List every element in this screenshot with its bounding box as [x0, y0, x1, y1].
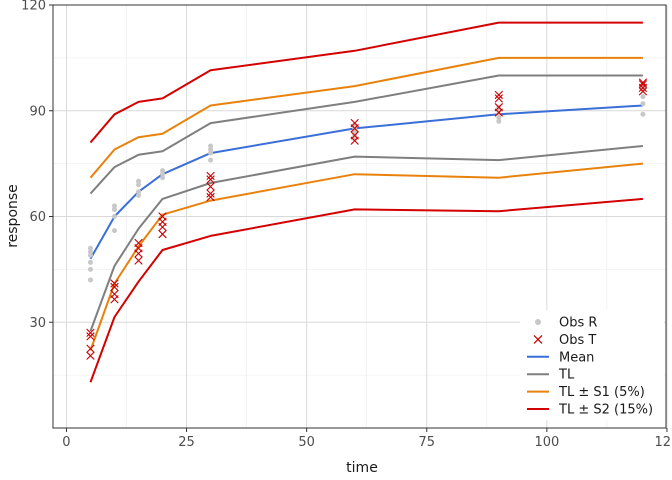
legend-label: Mean	[559, 350, 594, 365]
legend-label: TL	[558, 368, 575, 383]
obs-t-point	[638, 80, 648, 89]
obs-r-point	[640, 101, 646, 107]
obs-t-point	[350, 118, 359, 128]
obs-r-points	[87, 83, 646, 283]
obs-r-point	[496, 118, 502, 124]
obs-t-point	[206, 192, 215, 202]
x-tick-label: 25	[178, 435, 195, 450]
obs-t-point	[350, 131, 359, 140]
y-axis-title: response	[5, 184, 21, 248]
obs-r-point	[160, 175, 166, 181]
obs-t-point	[638, 87, 648, 96]
obs-t-point	[110, 282, 119, 292]
obs-r-point	[352, 129, 358, 135]
series-line-tl-s1-lower	[89, 162, 643, 351]
y-tick-label: 120	[21, 0, 46, 14]
obs-r-point	[87, 252, 93, 258]
obs-r-point	[208, 157, 214, 163]
legend-background	[520, 310, 664, 421]
series-line-tl-upper	[89, 74, 643, 195]
y-axis: 30 60 90 120	[21, 0, 53, 331]
series-line-mean	[89, 104, 643, 260]
legend-item-mean: Mean	[527, 350, 594, 365]
obs-r-point	[208, 147, 214, 153]
obs-t-point	[110, 289, 119, 299]
legend-item-tl: TL	[527, 368, 575, 383]
obs-t-point	[638, 78, 648, 87]
x-tick-label: 0	[62, 435, 70, 450]
obs-t-point	[206, 182, 215, 191]
obs-t-point	[206, 171, 215, 181]
obs-r-point	[160, 168, 166, 174]
obs-r-point	[111, 206, 117, 212]
obs-t-point	[134, 238, 143, 248]
obs-r-point	[640, 111, 646, 117]
series-line-tl-s2-lower	[89, 197, 643, 383]
x-tick-label: 50	[298, 435, 315, 450]
obs-t-point	[86, 332, 95, 341]
obs-r-point	[496, 115, 502, 121]
obs-t-point	[494, 90, 504, 100]
obs-r-point	[111, 228, 117, 234]
x-tick-label: 75	[418, 435, 435, 450]
y-tick-label: 90	[29, 104, 46, 119]
legend-label: TL ± S1 (5%)	[558, 385, 645, 400]
series-line-tl-s1-upper	[89, 56, 643, 179]
x-axis-title: time	[346, 460, 378, 476]
legend-item-tl-s1-5: TL ± S1 (5%)	[527, 385, 645, 400]
y-tick-label: 30	[29, 316, 46, 331]
obs-r-point	[87, 277, 93, 283]
legend-item-obs-r: Obs R	[535, 316, 597, 331]
obs-t-point	[206, 189, 215, 198]
obs-r-point	[136, 189, 142, 195]
obs-r-point	[87, 245, 93, 251]
obs-t-point	[134, 256, 143, 265]
obs-r-point	[136, 178, 142, 184]
obs-t-point	[158, 229, 167, 239]
legend-key-dot	[535, 319, 541, 325]
x-tick-label: 125	[655, 435, 672, 450]
obs-t-point	[158, 212, 167, 221]
series-lines	[89, 21, 643, 383]
obs-t-point	[86, 351, 95, 360]
obs-r-point	[87, 266, 93, 272]
obs-t-point	[86, 328, 95, 338]
obs-r-point	[136, 182, 142, 188]
legend-item-tl-s2-15: TL ± S2 (15%)	[527, 403, 653, 418]
obs-r-point	[111, 214, 117, 219]
legend-key-cross	[533, 334, 543, 344]
obs-r-point	[136, 192, 142, 198]
legend: Obs R Obs T Mean TL TL ± S1 (5%) TL ± S2 (15%…	[520, 310, 664, 421]
obs-r-point	[640, 94, 646, 100]
obs-t-point	[206, 175, 215, 184]
obs-t-point	[494, 94, 504, 103]
obs-r-point	[111, 203, 117, 209]
obs-r-point	[87, 249, 93, 255]
obs-r-point	[208, 150, 214, 156]
obs-r-point	[208, 143, 214, 149]
obs-t-points	[86, 78, 648, 360]
obs-r-point	[87, 259, 93, 265]
series-line-tl-lower	[89, 145, 643, 332]
x-tick-label: 100	[534, 435, 559, 450]
series-line-tl-s2-upper	[89, 21, 643, 144]
obs-t-point	[86, 344, 95, 353]
legend-label: Obs T	[559, 333, 596, 348]
legend-label: TL ± S2 (15%)	[558, 403, 653, 418]
obs-t-point	[110, 279, 119, 288]
legend-label: Obs R	[559, 316, 597, 331]
x-axis: 0 25 50 75 100 125	[62, 428, 672, 450]
y-tick-label: 60	[29, 210, 46, 225]
obs-r-point	[160, 171, 166, 177]
obs-t-point	[494, 103, 504, 112]
legend-item-obs-t: Obs T	[533, 333, 596, 348]
